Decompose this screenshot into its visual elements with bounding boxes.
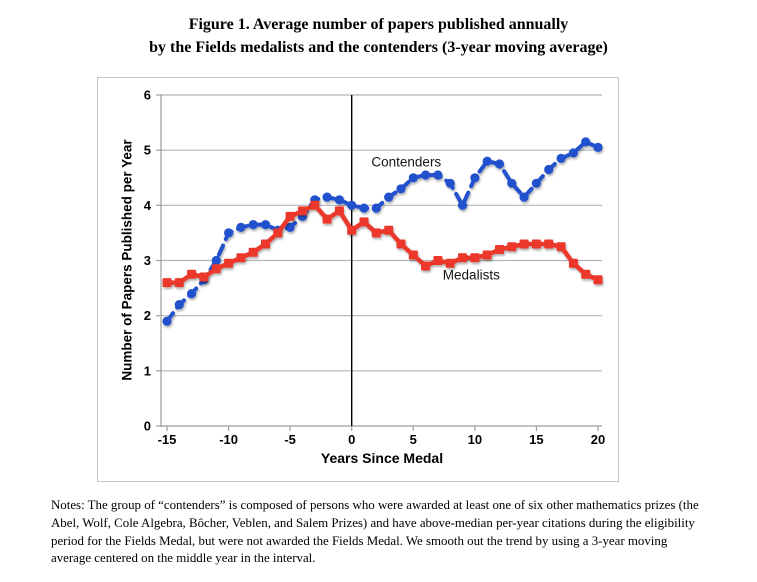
data-point-contenders xyxy=(347,200,357,210)
data-point-medalists xyxy=(273,228,283,238)
data-point-contenders xyxy=(236,222,246,232)
data-point-contenders xyxy=(470,173,480,183)
y-tick-label: 1 xyxy=(144,363,151,378)
data-point-medalists xyxy=(236,253,246,263)
data-point-medalists xyxy=(593,275,603,285)
y-tick-label: 4 xyxy=(144,198,152,213)
data-point-contenders xyxy=(544,164,554,175)
data-point-contenders xyxy=(556,153,566,163)
data-point-medalists xyxy=(433,256,443,265)
data-point-medalists xyxy=(531,239,541,249)
data-point-medalists xyxy=(334,206,344,216)
y-tick-label: 3 xyxy=(144,253,151,268)
data-point-medalists xyxy=(568,258,578,268)
figure-title-line1: Figure 1. Average number of papers publi… xyxy=(188,16,569,33)
data-point-medalists xyxy=(556,242,566,252)
data-point-medalists xyxy=(211,264,221,274)
figure-title-line2: by the Fields medalists and the contende… xyxy=(149,39,608,57)
x-tick-label: -5 xyxy=(284,432,296,447)
data-point-contenders xyxy=(421,170,431,180)
data-point-contenders xyxy=(248,220,258,230)
data-point-medalists xyxy=(421,261,431,271)
data-point-contenders xyxy=(494,159,505,169)
data-point-contenders xyxy=(371,203,381,213)
y-tick-label: 2 xyxy=(144,308,151,323)
data-point-medalists xyxy=(199,272,209,282)
data-point-medalists xyxy=(445,258,455,268)
data-point-contenders xyxy=(211,255,221,266)
data-point-contenders xyxy=(581,137,591,147)
x-tick-label: -10 xyxy=(219,432,238,447)
data-point-contenders xyxy=(531,178,542,188)
data-point-contenders xyxy=(457,200,468,210)
x-tick-label: 0 xyxy=(348,432,355,447)
figure-title: Figure 1. Average number of papers publi… xyxy=(0,13,757,59)
data-point-medalists xyxy=(544,239,554,249)
data-point-medalists xyxy=(261,239,270,249)
data-point-contenders xyxy=(507,178,517,188)
data-point-medalists xyxy=(458,253,467,263)
x-tick-label: 20 xyxy=(591,432,605,447)
data-point-medalists xyxy=(581,269,591,279)
data-point-medalists xyxy=(507,242,517,252)
data-point-contenders xyxy=(359,203,369,213)
data-point-contenders xyxy=(519,192,529,202)
data-point-contenders xyxy=(162,316,172,326)
data-point-medalists xyxy=(359,217,369,227)
x-axis-title: Years Since Medal xyxy=(320,450,444,466)
data-point-contenders xyxy=(408,173,418,183)
data-point-contenders xyxy=(322,192,332,202)
data-point-medalists xyxy=(310,200,320,210)
data-point-contenders xyxy=(433,170,443,180)
data-point-contenders xyxy=(174,300,184,310)
data-point-contenders xyxy=(482,156,492,166)
data-point-medalists xyxy=(482,250,492,260)
x-tick-label: 5 xyxy=(410,432,417,447)
figure-notes: Notes: The group of “contenders” is comp… xyxy=(51,498,699,566)
data-point-medalists xyxy=(519,239,529,249)
data-point-medalists xyxy=(248,247,258,257)
data-point-medalists xyxy=(408,250,418,260)
y-tick-label: 5 xyxy=(144,143,151,158)
data-point-contenders xyxy=(384,192,394,202)
data-point-medalists xyxy=(224,258,234,268)
data-point-medalists xyxy=(470,253,480,263)
data-point-contenders xyxy=(568,148,579,158)
data-point-contenders xyxy=(396,184,406,194)
data-point-medalists xyxy=(371,228,381,238)
data-point-medalists xyxy=(187,269,197,279)
data-point-medalists xyxy=(384,225,394,235)
series-label-medalists: Medalists xyxy=(443,267,500,282)
series-medalists xyxy=(162,200,603,288)
data-point-contenders xyxy=(593,142,603,152)
x-tick-label: -15 xyxy=(158,432,177,447)
x-tick-label: 10 xyxy=(468,432,482,447)
data-point-medalists xyxy=(298,206,307,216)
data-point-contenders xyxy=(224,228,234,238)
data-point-medalists xyxy=(174,278,184,288)
data-point-medalists xyxy=(322,214,332,224)
data-point-contenders xyxy=(187,289,197,299)
data-point-medalists xyxy=(285,211,295,221)
data-point-medalists xyxy=(347,225,357,235)
data-point-contenders xyxy=(285,222,295,232)
data-point-contenders xyxy=(260,220,271,230)
data-point-contenders xyxy=(445,178,455,188)
data-point-contenders xyxy=(334,195,344,205)
y-tick-label: 0 xyxy=(144,419,151,434)
data-point-medalists xyxy=(495,245,504,254)
data-point-medalists xyxy=(162,278,172,288)
data-point-medalists xyxy=(396,239,406,249)
y-axis-title: Number of Papers Published per Year xyxy=(119,139,135,381)
y-tick-label: 6 xyxy=(144,88,151,103)
series-label-contenders: Contenders xyxy=(371,155,441,170)
x-tick-label: 15 xyxy=(529,432,543,447)
